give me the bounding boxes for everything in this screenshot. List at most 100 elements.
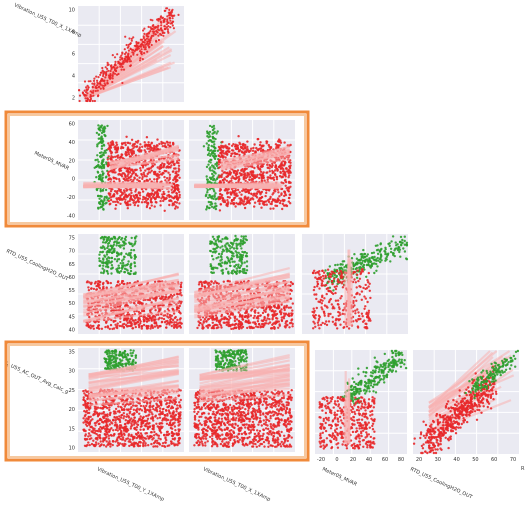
data-point	[230, 179, 233, 182]
data-point	[134, 240, 137, 243]
data-point	[89, 80, 92, 83]
data-point	[115, 148, 118, 151]
data-point	[240, 235, 243, 238]
data-point	[141, 198, 145, 201]
data-point	[154, 33, 157, 36]
data-point	[371, 262, 375, 265]
data-point	[155, 40, 158, 43]
data-point	[259, 170, 263, 173]
data-point	[126, 170, 130, 173]
data-point	[171, 17, 174, 20]
data-point	[128, 241, 131, 244]
data-point	[134, 48, 137, 52]
data-point	[229, 247, 232, 250]
data-point	[242, 251, 246, 254]
data-point	[279, 199, 282, 203]
data-point	[159, 199, 162, 203]
data-point	[142, 323, 146, 327]
data-point	[117, 188, 121, 191]
data-point	[115, 143, 119, 146]
data-point	[99, 177, 102, 181]
data-point	[180, 300, 183, 303]
data-point	[213, 127, 216, 130]
data-point	[143, 316, 147, 319]
data-point	[222, 152, 226, 155]
data-point	[202, 145, 206, 148]
data-point	[122, 189, 126, 192]
data-point	[142, 35, 145, 38]
data-point	[336, 263, 339, 266]
data-point	[106, 79, 109, 82]
data-point	[105, 279, 108, 283]
data-point	[126, 174, 129, 178]
data-point	[90, 281, 93, 284]
data-point	[163, 175, 166, 179]
data-point	[229, 173, 232, 176]
data-point	[210, 201, 213, 204]
panel-x-vibration-y-vibration	[78, 6, 184, 103]
data-point	[112, 66, 115, 69]
data-point	[206, 318, 210, 321]
data-point	[103, 235, 107, 239]
data-point	[354, 267, 357, 271]
data-point	[290, 312, 293, 315]
data-point	[150, 147, 154, 150]
data-point	[223, 317, 226, 321]
data-point	[131, 168, 134, 171]
data-point	[105, 269, 109, 273]
panel-x-meter05-y-rtd	[302, 234, 409, 334]
data-point	[156, 194, 160, 197]
data-point	[221, 156, 225, 159]
data-point	[99, 87, 102, 90]
data-point	[167, 171, 170, 174]
data-point	[259, 141, 262, 144]
data-point	[105, 321, 108, 324]
data-point	[212, 137, 215, 140]
data-point	[110, 256, 114, 260]
data-point	[124, 154, 128, 157]
data-point	[78, 89, 81, 92]
data-point	[242, 170, 245, 173]
data-point	[114, 63, 117, 66]
data-point	[393, 249, 396, 252]
data-point	[212, 247, 215, 251]
data-point	[168, 173, 172, 176]
data-point	[170, 324, 173, 328]
data-point	[258, 176, 261, 180]
data-point	[236, 146, 239, 149]
data-point	[243, 206, 247, 210]
data-point	[229, 154, 233, 158]
data-point	[123, 242, 126, 245]
data-point	[213, 143, 216, 146]
data-point	[153, 315, 157, 319]
data-point	[133, 44, 136, 47]
data-point	[284, 192, 287, 195]
data-point	[121, 323, 125, 326]
data-point	[109, 141, 113, 144]
data-point	[208, 323, 211, 327]
data-point	[375, 269, 378, 272]
data-point	[263, 201, 266, 204]
data-point	[250, 147, 253, 150]
data-point	[277, 305, 281, 308]
data-point	[146, 50, 149, 53]
data-point	[102, 166, 106, 170]
data-point	[233, 265, 236, 268]
data-point	[136, 321, 139, 324]
data-point	[234, 326, 238, 330]
data-point	[212, 206, 215, 209]
data-point	[213, 155, 216, 158]
data-point	[213, 167, 217, 170]
data-point	[163, 169, 166, 173]
data-point	[284, 178, 287, 182]
data-point	[113, 168, 116, 172]
data-point	[279, 167, 283, 170]
data-point	[140, 324, 144, 328]
data-point	[224, 244, 227, 247]
data-point	[272, 325, 276, 329]
data-point	[123, 57, 126, 60]
data-point	[267, 176, 270, 179]
data-point	[130, 37, 133, 40]
data-point	[102, 130, 105, 134]
data-point	[270, 200, 274, 203]
